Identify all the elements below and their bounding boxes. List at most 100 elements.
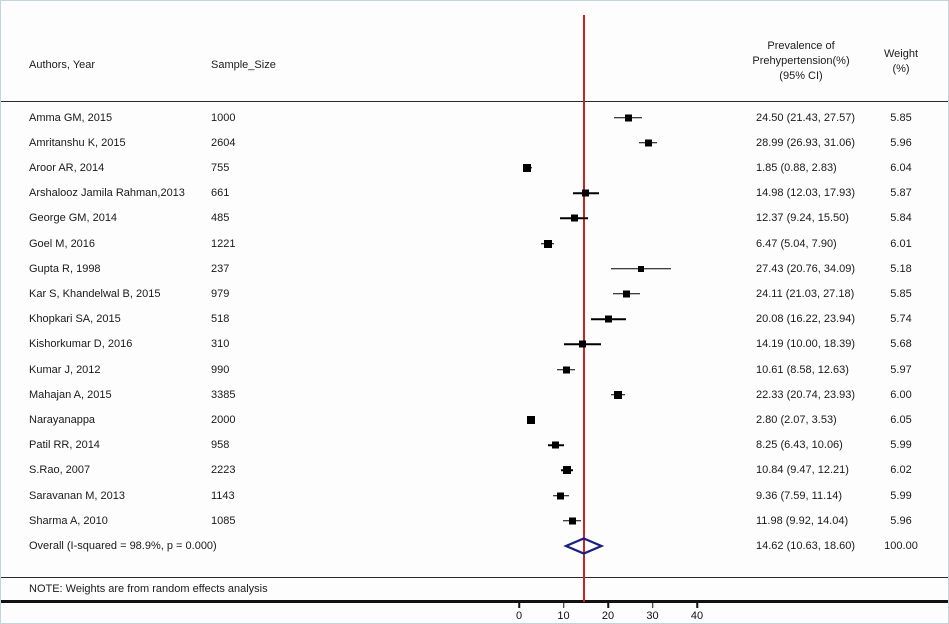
study-estimate-ci: 27.43 (20.76, 34.09) bbox=[756, 262, 856, 275]
effect-marker bbox=[570, 214, 578, 222]
weight-header-line1: Weight bbox=[883, 48, 919, 60]
effect-marker bbox=[523, 163, 532, 172]
study-weight: 5.84 bbox=[890, 212, 912, 225]
study-row: Aroor AR, 2014 755 1.85 (0.88, 2.83) 6.04 bbox=[1, 155, 948, 180]
study-sample-size: 310 bbox=[211, 338, 230, 351]
axis-tick-label: 40 bbox=[690, 610, 704, 622]
study-author: Kar S, Khandelwal B, 2015 bbox=[29, 287, 161, 300]
axis-tick bbox=[607, 602, 609, 608]
study-estimate-ci: 10.61 (8.58, 12.63) bbox=[756, 363, 849, 376]
study-estimate-ci: 22.33 (20.74, 23.93) bbox=[756, 388, 856, 401]
study-row: Mahajan A, 2015 3385 22.33 (20.74, 23.93) 6… bbox=[1, 382, 948, 407]
study-weight: 5.74 bbox=[890, 313, 912, 326]
effect-marker bbox=[568, 517, 576, 525]
study-row: Kar S, Khandelwal B, 2015 979 24.11 (21.03… bbox=[1, 281, 948, 306]
study-estimate-ci: 1.85 (0.88, 2.83) bbox=[756, 161, 837, 174]
study-row: Narayanappa 2000 2.80 (2.07, 3.53) 6.05 bbox=[1, 407, 948, 432]
study-sample-size: 1221 bbox=[211, 237, 236, 250]
study-weight: 5.68 bbox=[890, 338, 912, 351]
study-sample-size: 990 bbox=[211, 363, 230, 376]
study-author: Kumar J, 2012 bbox=[29, 363, 101, 376]
study-sample-size: 1085 bbox=[211, 514, 236, 527]
effect-marker bbox=[604, 315, 612, 323]
column-header-sample-size: Sample_Size bbox=[211, 59, 276, 71]
effect-marker bbox=[552, 441, 560, 449]
study-weight: 5.97 bbox=[890, 363, 912, 376]
study-row: S.Rao, 2007 2223 10.84 (9.47, 12.21) 6.02 bbox=[1, 458, 948, 483]
study-author: S.Rao, 2007 bbox=[29, 464, 91, 477]
reference-line bbox=[583, 15, 586, 602]
study-weight: 6.00 bbox=[890, 388, 912, 401]
study-weight: 5.96 bbox=[890, 514, 912, 527]
study-author: Kishorkumar D, 2016 bbox=[29, 338, 133, 351]
study-sample-size: 661 bbox=[211, 187, 230, 200]
study-row: Patil RR, 2014 958 8.25 (6.43, 10.06) 5.99 bbox=[1, 433, 948, 458]
study-author: George GM, 2014 bbox=[29, 212, 118, 225]
study-weight: 6.05 bbox=[890, 413, 912, 426]
column-header-effect: Prevalence of Prehypertension(%) (95% CI… bbox=[717, 39, 885, 84]
effect-marker bbox=[624, 114, 632, 122]
note-text: NOTE: Weights are from random effects an… bbox=[29, 583, 268, 595]
study-estimate-ci: 2.80 (2.07, 3.53) bbox=[756, 413, 837, 426]
effect-marker bbox=[527, 415, 536, 424]
effect-marker bbox=[644, 139, 652, 147]
x-axis-line bbox=[1, 600, 948, 603]
study-estimate-ci: 12.37 (9.24, 15.50) bbox=[756, 212, 849, 225]
study-row: Kishorkumar D, 2016 310 14.19 (10.00, 18.3… bbox=[1, 332, 948, 357]
study-estimate-ci: 6.47 (5.04, 7.90) bbox=[756, 237, 837, 250]
study-row: Saravanan M, 2013 1143 9.36 (7.59, 11.14) 5… bbox=[1, 483, 948, 508]
study-author: Goel M, 2016 bbox=[29, 237, 96, 250]
study-weight: 5.85 bbox=[890, 287, 912, 300]
weight-header-line2: (%) bbox=[892, 63, 910, 75]
study-author: Arshalooz Jamila Rahman,2013 bbox=[29, 187, 185, 200]
effect-header-line3: (95% CI) bbox=[779, 70, 823, 82]
study-estimate-ci: 11.98 (9.92, 14.04) bbox=[756, 514, 849, 527]
overall-estimate-ci: 14.62 (10.63, 18.60) bbox=[756, 539, 856, 552]
axis-tick bbox=[518, 602, 520, 608]
study-author: Saravanan M, 2013 bbox=[29, 489, 126, 502]
study-sample-size: 2223 bbox=[211, 464, 236, 477]
axis-tick bbox=[562, 602, 565, 608]
study-estimate-ci: 20.08 (16.22, 23.94) bbox=[756, 313, 856, 326]
study-row: Amma GM, 2015 1000 24.50 (21.43, 27.57) 5.8… bbox=[1, 105, 948, 130]
study-sample-size: 237 bbox=[211, 262, 230, 275]
study-weight: 5.85 bbox=[890, 111, 912, 124]
study-weight: 6.02 bbox=[890, 464, 912, 477]
axis-tick-label: 0 bbox=[515, 610, 523, 622]
study-row: Arshalooz Jamila Rahman,2013 661 14.98 (12… bbox=[1, 181, 948, 206]
study-row: Gupta R, 1998 237 27.43 (20.76, 34.09) 5.18 bbox=[1, 256, 948, 281]
overall-weight: 100.00 bbox=[884, 539, 918, 552]
effect-marker bbox=[543, 239, 552, 248]
effect-marker bbox=[562, 366, 570, 374]
effect-marker bbox=[638, 265, 645, 272]
column-header-authors: Authors, Year bbox=[29, 59, 96, 71]
study-sample-size: 485 bbox=[211, 212, 230, 225]
overall-diamond bbox=[563, 537, 605, 555]
study-sample-size: 1000 bbox=[211, 111, 236, 124]
study-sample-size: 979 bbox=[211, 287, 230, 300]
effect-marker bbox=[578, 340, 586, 348]
axis-tick-label: 10 bbox=[557, 610, 570, 622]
study-estimate-ci: 14.19 (10.00, 18.39) bbox=[756, 338, 856, 351]
note-divider bbox=[1, 577, 948, 578]
study-sample-size: 2604 bbox=[211, 136, 236, 149]
study-row: Khopkari SA, 2015 518 20.08 (16.22, 23.94)… bbox=[1, 307, 948, 332]
study-weight: 5.18 bbox=[890, 262, 912, 275]
study-sample-size: 1143 bbox=[211, 489, 235, 502]
column-header-weight: Weight (%) bbox=[873, 47, 929, 77]
study-author: Aroor AR, 2014 bbox=[29, 161, 105, 174]
effect-header-line1: Prevalence of bbox=[767, 40, 835, 52]
study-author: Patil RR, 2014 bbox=[29, 439, 100, 452]
effect-header-line2: Prehypertension(%) bbox=[752, 55, 850, 67]
study-weight: 5.99 bbox=[890, 489, 912, 502]
study-author: Khopkari SA, 2015 bbox=[29, 313, 121, 326]
study-author: Sharma A, 2010 bbox=[29, 514, 108, 527]
study-row: George GM, 2014 485 12.37 (9.24, 15.50) 5.8… bbox=[1, 206, 948, 231]
axis-tick-label: 20 bbox=[601, 610, 615, 622]
study-sample-size: 2000 bbox=[211, 413, 236, 426]
study-estimate-ci: 9.36 (7.59, 11.14) bbox=[756, 489, 843, 502]
effect-marker bbox=[563, 466, 572, 475]
study-sample-size: 958 bbox=[211, 439, 230, 452]
study-row: Amritanshu K, 2015 2604 28.99 (26.93, 31.0… bbox=[1, 130, 948, 155]
